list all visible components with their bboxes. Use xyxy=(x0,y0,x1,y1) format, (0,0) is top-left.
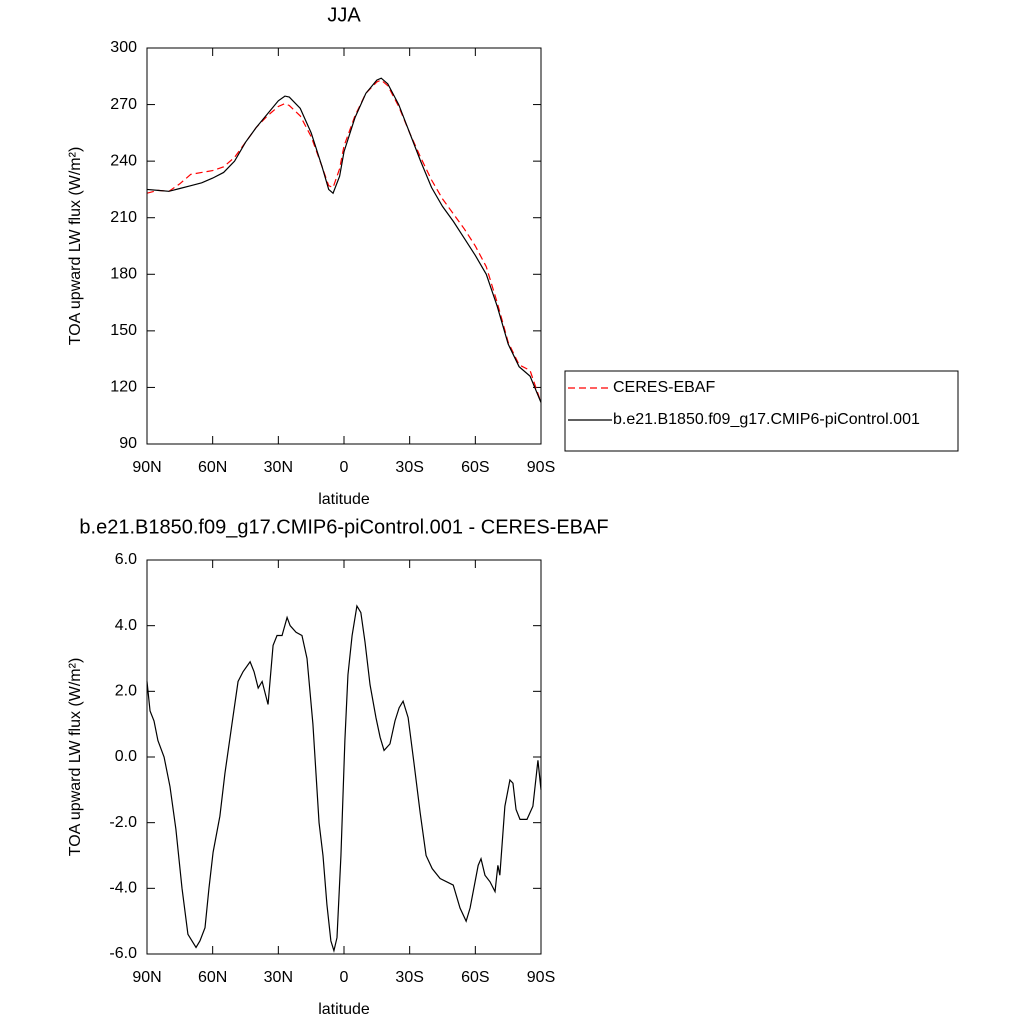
x-tick-label: 0 xyxy=(340,969,349,986)
x-tick-label: 60N xyxy=(198,459,227,476)
legend-label: b.e21.B1850.f09_g17.CMIP6-piControl.001 xyxy=(613,411,920,428)
chart-title: b.e21.B1850.f09_g17.CMIP6-piControl.001 … xyxy=(79,516,608,538)
x-tick-label: 30N xyxy=(264,969,293,986)
x-tick-label: 60S xyxy=(461,969,489,986)
data-line xyxy=(146,604,542,954)
y-axis-label: TOA upward LW flux (W/m²) xyxy=(67,658,84,857)
y-axis-label: TOA upward LW flux (W/m²) xyxy=(67,147,84,346)
y-tick-label: 300 xyxy=(110,39,137,56)
x-axis-label: latitude xyxy=(318,491,370,508)
x-tick-label: 30N xyxy=(264,459,293,476)
data-line xyxy=(146,79,542,403)
y-tick-label: -6.0 xyxy=(109,945,137,962)
plot-frame xyxy=(146,47,542,445)
y-tick-label: 270 xyxy=(110,96,137,113)
y-tick-label: 6.0 xyxy=(115,551,137,568)
x-tick-label: 90N xyxy=(132,459,161,476)
x-tick-label: 60N xyxy=(198,969,227,986)
y-tick-label: 0.0 xyxy=(115,748,137,765)
y-tick-label: 210 xyxy=(110,209,137,226)
data-line xyxy=(146,77,542,403)
y-tick-label: -2.0 xyxy=(109,814,137,831)
plot-frame xyxy=(146,559,542,955)
y-tick-label: 150 xyxy=(110,322,137,339)
y-tick-label: 240 xyxy=(110,152,137,169)
x-axis-label: latitude xyxy=(318,1001,370,1018)
x-tick-label: 0 xyxy=(340,459,349,476)
x-tick-label: 90S xyxy=(527,969,555,986)
x-tick-label: 60S xyxy=(461,459,489,476)
x-tick-label: 90S xyxy=(527,459,555,476)
x-tick-label: 90N xyxy=(132,969,161,986)
legend-box xyxy=(564,370,959,452)
y-tick-label: 4.0 xyxy=(115,617,137,634)
legend-label: CERES-EBAF xyxy=(613,379,715,396)
y-tick-label: -4.0 xyxy=(109,880,137,897)
x-tick-label: 30S xyxy=(395,459,423,476)
x-tick-label: 30S xyxy=(395,969,423,986)
y-tick-label: 180 xyxy=(110,266,137,283)
y-tick-label: 120 xyxy=(110,379,137,396)
y-tick-label: 90 xyxy=(119,435,137,452)
y-tick-label: 2.0 xyxy=(115,683,137,700)
chart-title: JJA xyxy=(327,4,361,26)
